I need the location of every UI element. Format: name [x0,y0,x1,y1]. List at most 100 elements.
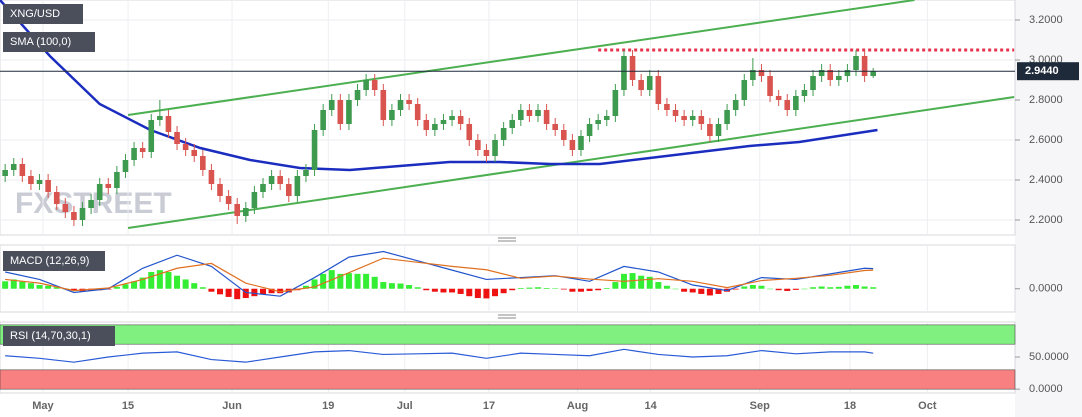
macd-histogram-bar [414,287,421,289]
x-tick-label: 17 [483,400,495,412]
rsi-band [0,369,1016,390]
candle-body [715,124,722,136]
macd-histogram-bar [320,273,327,289]
macd-histogram-bar [681,288,688,292]
candle-body [251,192,258,208]
macd-histogram-bar [767,288,774,290]
macd-histogram-bar [672,288,679,290]
candle-body [225,196,232,204]
macd-histogram-bar [457,288,464,294]
candle-body [870,71,876,76]
macd-histogram-bar [406,285,413,289]
candle-body [122,160,129,172]
candle-body [775,96,782,100]
macd-histogram-bar [302,285,309,289]
candle-body [569,140,576,150]
macd-line [5,250,874,297]
candle-body [71,212,77,220]
macd-histogram-bar [560,288,567,290]
candle-body [277,176,283,184]
macd-histogram-bar [174,275,181,289]
macd-histogram-bar [199,287,206,289]
candle-body [810,76,816,90]
candle-body [578,136,584,150]
x-tick-label: Oct [918,400,937,412]
macd-histogram-bar [689,288,696,293]
macd-histogram-bar [225,288,232,297]
candle-body [62,204,69,212]
macd-histogram-bar [758,285,765,289]
macd-histogram-bar [509,288,516,291]
candle-body [543,110,550,124]
macd-histogram-bar [749,285,756,289]
macd-histogram-bar [612,282,619,289]
macd-histogram-bar [526,287,533,289]
macd-histogram-bar [818,286,825,289]
macd-histogram-bar [19,281,26,289]
candle-body [638,80,644,90]
candle-body [371,80,378,90]
candle-body [10,164,17,170]
macd-histogram-bar [655,282,662,289]
candle-body [114,172,120,188]
macd-label: MACD (12,26,9) [10,255,89,267]
macd-histogram-bar [638,275,645,289]
candle-body [440,120,447,124]
macd-histogram-bar [535,287,542,289]
candle-body [96,184,103,200]
last-price-label: 2.9440 [1025,65,1059,77]
last-price-box [1017,62,1079,81]
candle-body [157,116,163,120]
rsi-line [5,348,874,363]
macd-histogram-bar [131,281,138,289]
candle-body [148,120,155,152]
candle-body [397,100,404,110]
macd-histogram-bar [517,287,524,289]
macd-histogram-bar [586,288,593,291]
macd-histogram-bar [165,271,172,289]
macd-histogram-bar [440,288,447,293]
macd-histogram-bar [810,287,817,289]
macd-histogram-bar [148,271,155,289]
candle-body [827,70,834,80]
candle-body [621,56,627,90]
candle-body [560,130,567,140]
macd-histogram-bar [113,286,120,289]
candle-body [681,116,687,120]
macd-histogram-bar [715,288,722,294]
candle-body [19,164,26,176]
candle-body [234,204,241,216]
labels: XNG/USD SMA (100,0) MACD (12,26,9) RSI (… [3,4,115,346]
y-tick-label: 2.8000 [1029,94,1063,106]
trend-line [127,0,915,116]
sma-line [0,0,878,172]
candle-body [217,184,223,196]
x-tick-label: 19 [322,400,334,412]
candle-body [475,140,481,150]
candle-body [526,110,533,116]
macd-histogram-bar [259,288,266,295]
x-tick-label: Jul [397,400,413,412]
candle-body [337,100,344,124]
macd-histogram-bar [277,288,284,294]
macd-histogram-bar [36,285,43,289]
macd-histogram-bar [466,288,473,297]
macd-histogram-bar [663,285,670,289]
candle-body [466,124,473,140]
candle-body [432,124,438,130]
y-tick-label: 0.0000 [1029,283,1063,295]
macd-histogram-bar [792,288,799,290]
macd-histogram-bar [698,288,705,294]
candle-body [423,120,430,130]
candle-body [406,100,412,104]
candle-body [45,180,51,192]
macd-histogram-bar [217,288,224,295]
tag-box [3,32,95,52]
candle-body [380,90,387,120]
candle-body [208,170,215,184]
candle-body [595,120,601,124]
macd-histogram-bar [741,286,748,289]
macd-histogram-bar [251,288,258,297]
candle-body [664,104,670,110]
